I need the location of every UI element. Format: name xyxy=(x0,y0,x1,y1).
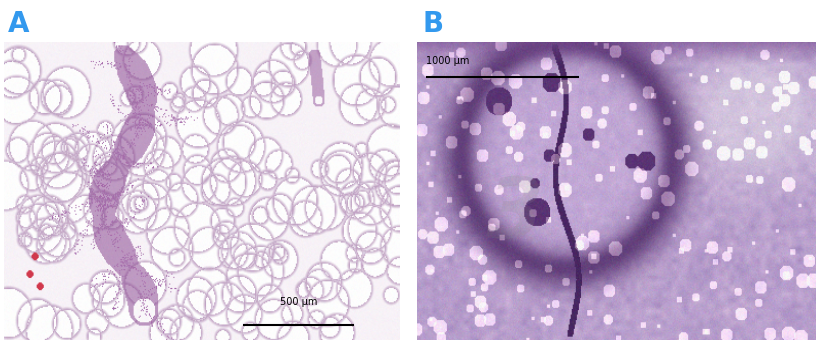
Text: A: A xyxy=(8,10,29,39)
Text: 1000 μm: 1000 μm xyxy=(426,56,469,66)
Text: 3: 3 xyxy=(485,174,543,255)
Text: 500 μm: 500 μm xyxy=(279,297,317,307)
Text: B: B xyxy=(422,10,443,39)
